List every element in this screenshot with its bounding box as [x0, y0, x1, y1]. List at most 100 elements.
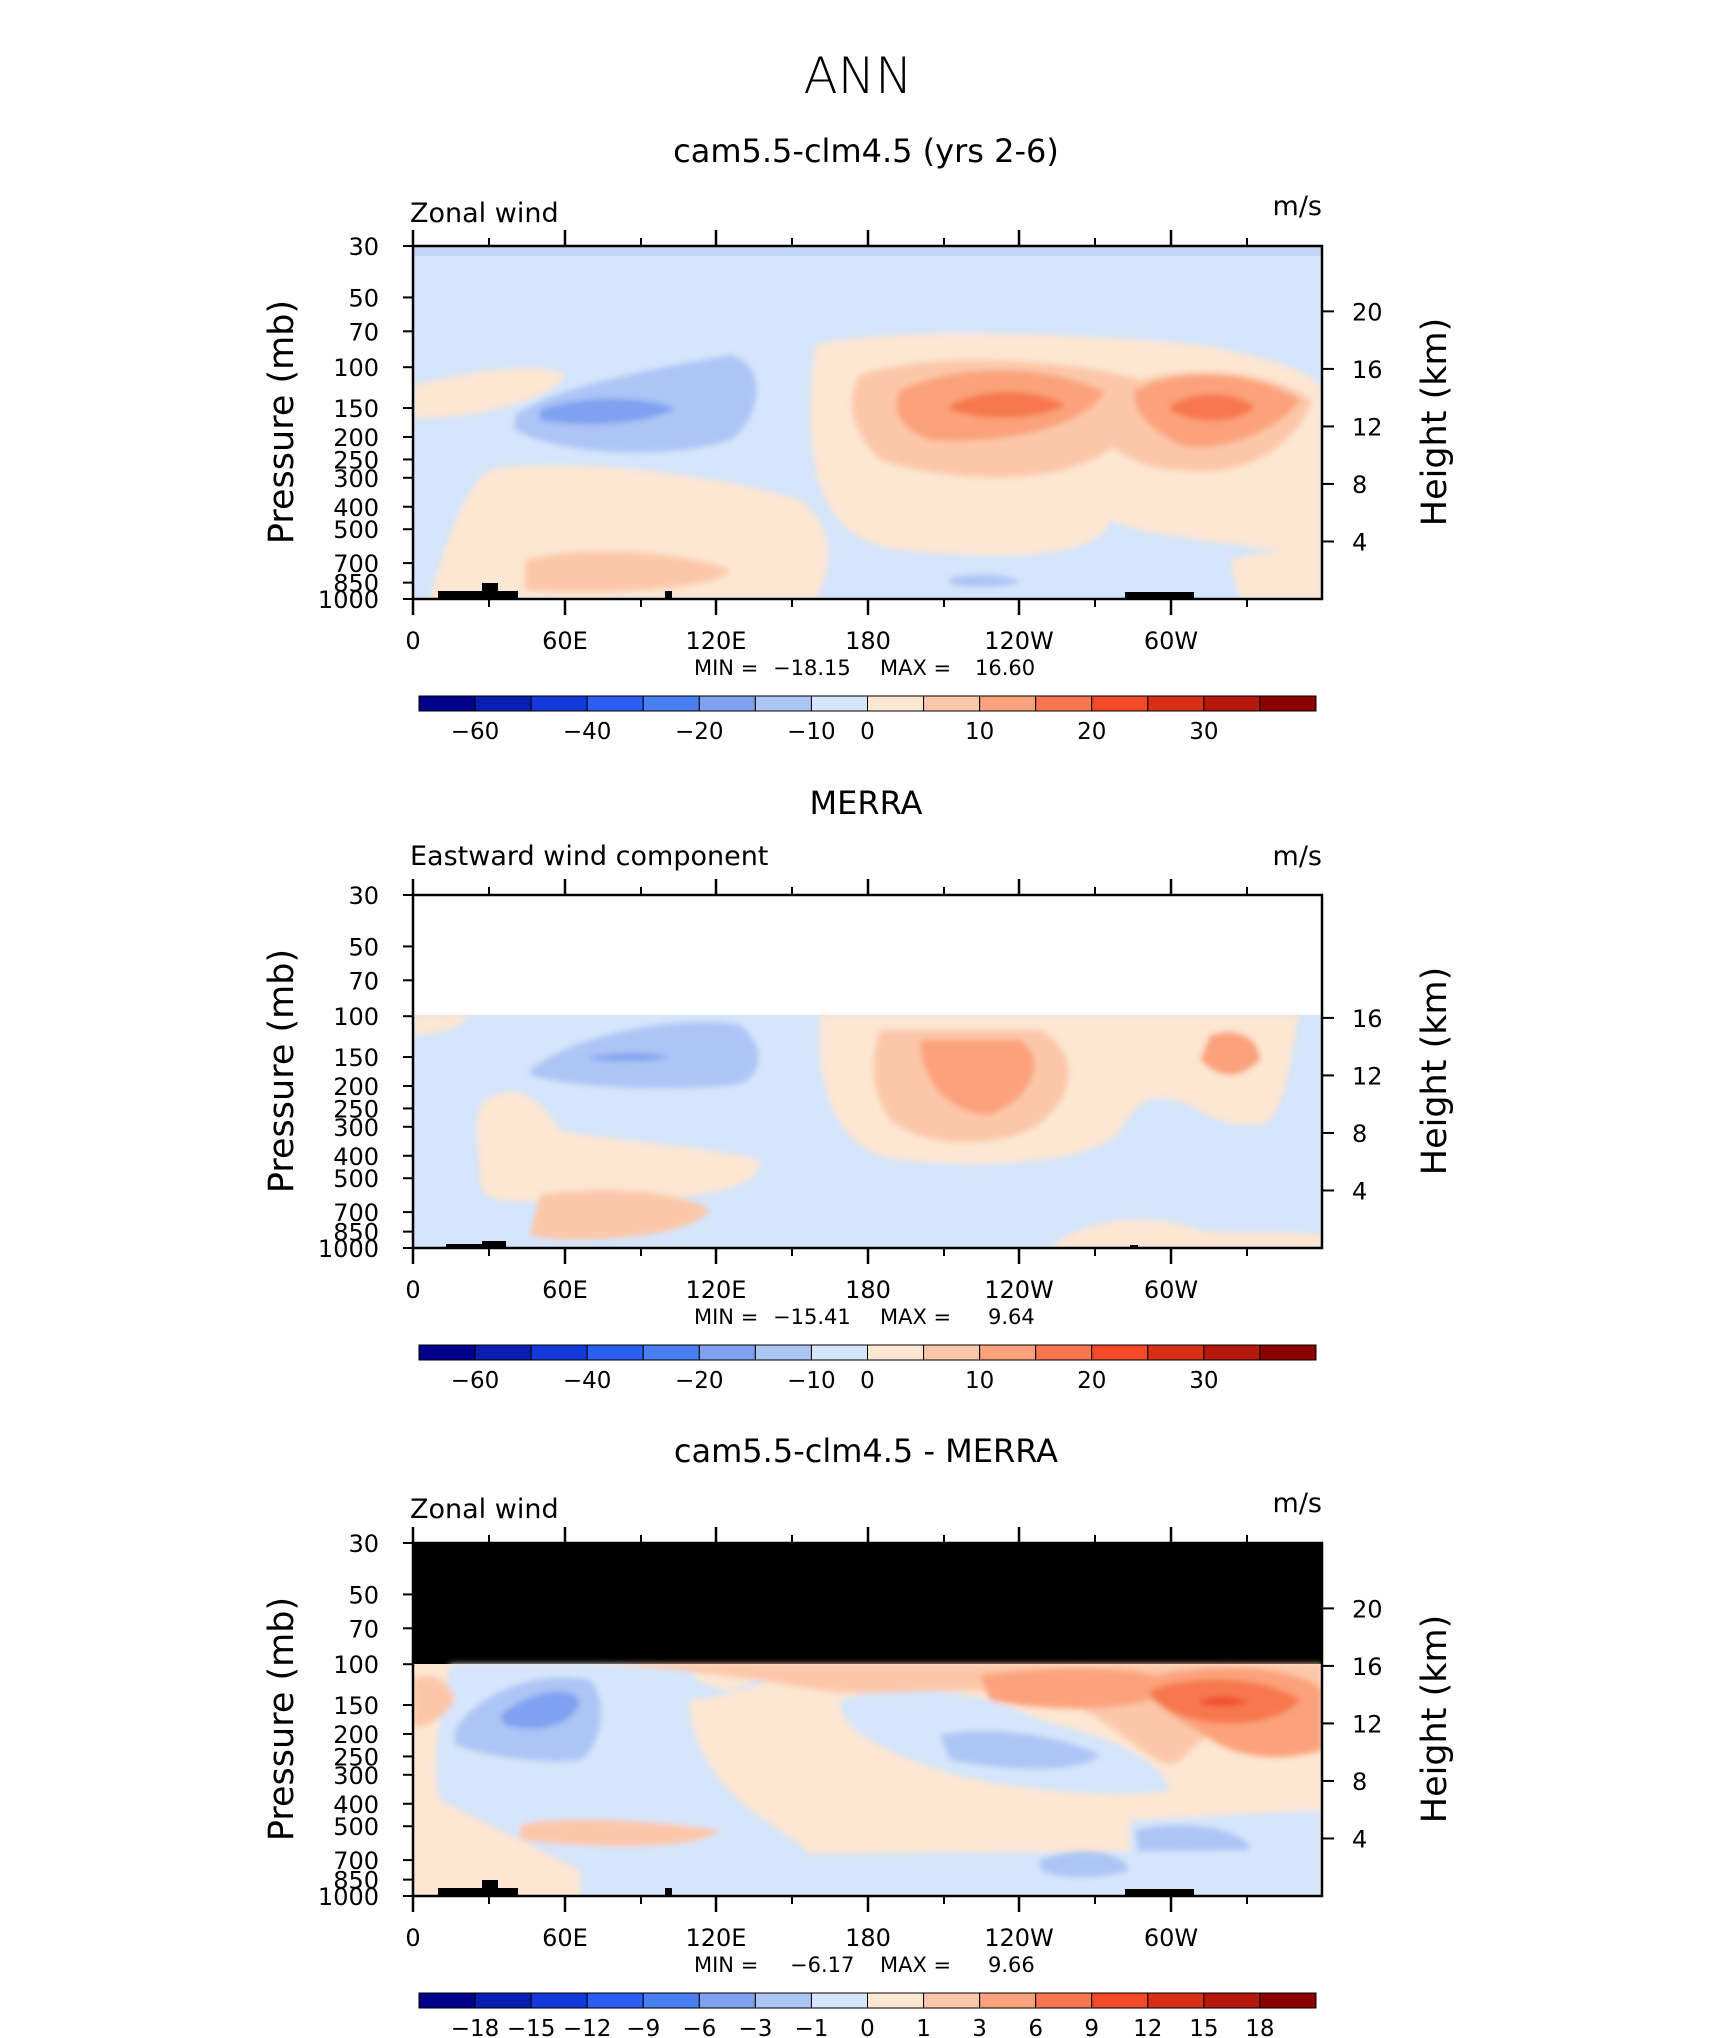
y-tick-label: 300 — [333, 1762, 379, 1790]
x-tick-label: 120E — [686, 1924, 747, 1952]
x-tick-label: 0 — [405, 1924, 420, 1952]
x-tick-label: 0 — [405, 627, 420, 655]
colorbar-swatch — [923, 1344, 981, 1361]
max-label: MAX = — [880, 1305, 951, 1329]
colorbar-swatch — [1147, 1992, 1205, 2009]
y-axis-label: Pressure (mb) — [262, 949, 302, 1193]
y-tick-label: 250 — [333, 1095, 379, 1123]
colorbar-swatch — [1203, 1344, 1261, 1361]
colorbar-swatch — [923, 695, 981, 712]
contour-field — [413, 895, 1322, 1248]
y-right-tick-label: 12 — [1352, 1710, 1383, 1738]
y-right-tick-label: 20 — [1352, 1595, 1383, 1623]
contour-positive — [1170, 393, 1255, 422]
colorbar-swatch — [810, 1344, 868, 1361]
colorbar-swatch — [754, 695, 812, 712]
y-tick-label: 700 — [333, 1199, 379, 1227]
y-tick-label: 850 — [333, 570, 379, 598]
y-tick-label: 70 — [348, 318, 379, 346]
y-tick-label: 850 — [333, 1219, 379, 1247]
masked-region — [413, 1543, 1322, 1664]
panel-title: cam5.5-clm4.5 - MERRA — [674, 1432, 1058, 1470]
contour-negative — [590, 1053, 670, 1062]
colorbar-label: 6 — [1028, 2016, 1043, 2038]
colorbar-label: −10 — [787, 1368, 836, 1394]
colorbar-swatch — [642, 695, 700, 712]
colorbar-swatch — [586, 1992, 644, 2009]
colorbar-label: −3 — [738, 2016, 772, 2038]
contour-field — [413, 1543, 1322, 1896]
colorbar-label: −12 — [563, 2016, 612, 2038]
y-axis-right-label: Height (km) — [1415, 1615, 1455, 1824]
colorbar-label: −18 — [451, 2016, 500, 2038]
colorbar-label: 10 — [965, 719, 994, 745]
colorbar-label: 1 — [916, 2016, 931, 2038]
panel-3: cam5.5-clm4.5 - MERRA Zonal wind m/s — [262, 1432, 1455, 2038]
colorbar-label: −60 — [451, 1368, 500, 1394]
colorbar-swatch — [754, 1992, 812, 2009]
contour-negative — [540, 398, 675, 425]
y-tick-label: 200 — [333, 1721, 379, 1749]
contour-positive — [1050, 1219, 1322, 1248]
colorbar-swatch — [586, 1344, 644, 1361]
colorbar-swatch — [698, 1992, 756, 2009]
max-value: 16.60 — [975, 656, 1035, 680]
colorbar-label: 0 — [860, 1368, 875, 1394]
max-label: MAX = — [880, 656, 951, 680]
colorbar-swatch — [754, 1344, 812, 1361]
y-right-tick-label: 12 — [1352, 1062, 1383, 1090]
variable-label: Zonal wind — [410, 198, 559, 229]
colorbar-swatch — [867, 695, 925, 712]
y-tick-label: 200 — [333, 1073, 379, 1101]
panel-1: cam5.5-clm4.5 (yrs 2-6) Zonal wind m/s — [262, 132, 1455, 745]
colorbar-swatch — [1147, 1344, 1205, 1361]
x-tick-label: 60W — [1144, 1924, 1198, 1952]
y-tick-label: 400 — [333, 494, 379, 522]
y-right-tick-label: 4 — [1352, 1177, 1367, 1205]
min-value: −6.17 — [790, 1953, 854, 1977]
figure-title: ANN — [803, 47, 912, 105]
y-right-tick-label: 8 — [1352, 1120, 1367, 1148]
colorbar-swatch — [1259, 1344, 1317, 1361]
max-value: 9.66 — [988, 1953, 1035, 1977]
min-label: MIN = — [694, 1953, 758, 1977]
variable-label: Zonal wind — [410, 1494, 559, 1525]
panel-2: MERRA Eastward wind component m/s — [262, 784, 1455, 1394]
x-tick-label: 180 — [845, 1924, 891, 1952]
colorbar-swatch — [1203, 1992, 1261, 2009]
y-tick-label: 70 — [348, 967, 379, 995]
colorbar-swatch — [474, 1992, 532, 2009]
x-tick-label: 60E — [542, 1924, 588, 1952]
missing-data-region — [413, 895, 1322, 1015]
colorbar-swatch — [1091, 1344, 1149, 1361]
colorbar-swatch — [1091, 1992, 1149, 2009]
y-tick-label: 500 — [333, 1165, 379, 1193]
y-tick-label: 1000 — [318, 1235, 379, 1263]
colorbar-label: −20 — [675, 1368, 724, 1394]
contour-negative — [950, 574, 1020, 587]
colorbar-label: −6 — [682, 2016, 716, 2038]
colorbar-label: 10 — [965, 1368, 994, 1394]
x-tick-label: 180 — [845, 1276, 891, 1304]
colorbar-label: −10 — [787, 719, 836, 745]
y-tick-label: 100 — [333, 354, 379, 382]
colorbar-swatch — [418, 1992, 476, 2009]
top-band — [413, 246, 1322, 256]
colorbar: −60 −40 −20 −10 0 10 20 30 — [418, 695, 1317, 745]
colorbar-swatch — [474, 695, 532, 712]
y-axis-label: Pressure (mb) — [262, 1597, 302, 1841]
contour-positive — [920, 1040, 1035, 1115]
y-tick-label: 150 — [333, 1692, 379, 1720]
max-label: MAX = — [880, 1953, 951, 1977]
y-axis-right-label: Height (km) — [1415, 967, 1455, 1176]
panel-title: cam5.5-clm4.5 (yrs 2-6) — [673, 132, 1059, 170]
x-tick-label: 120W — [984, 1276, 1054, 1304]
min-value: −15.41 — [773, 1305, 851, 1329]
colorbar-label: −60 — [451, 719, 500, 745]
y-right-tick-label: 20 — [1352, 298, 1383, 326]
max-value: 9.64 — [988, 1305, 1035, 1329]
y-axis-right-label: Height (km) — [1415, 318, 1455, 527]
y-tick-label: 100 — [333, 1003, 379, 1031]
